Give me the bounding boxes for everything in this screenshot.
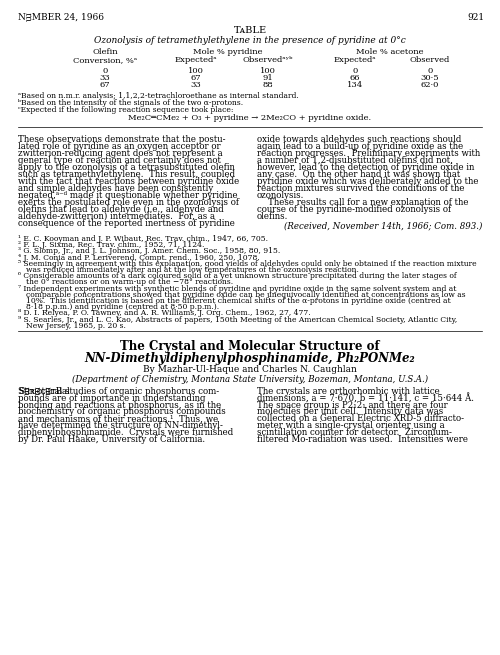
Text: 67: 67 <box>190 74 202 82</box>
Text: 88: 88 <box>262 81 274 89</box>
Text: exerts the postulated role even in the ozonolysis of: exerts the postulated role even in the o… <box>18 198 239 207</box>
Text: Expectedᵃ: Expectedᵃ <box>334 56 376 64</box>
Text: 33: 33 <box>190 81 202 89</box>
Text: Observed: Observed <box>410 56 450 64</box>
Text: SᴟʀᴟᴄᴟᴛBal: SᴟʀᴟᴄᴟᴛBal <box>18 387 70 396</box>
Text: scintillation counter for detector.  Zirconium-: scintillation counter for detector. Zirc… <box>257 428 452 437</box>
Text: molecules per unit cell.  Intensity data was: molecules per unit cell. Intensity data … <box>257 407 444 417</box>
Text: was reduced immediately after and at the low temperatures of the ozonolysis reac: was reduced immediately after and at the… <box>26 266 359 274</box>
Text: bonding and reactions at phosphorus, as in the: bonding and reactions at phosphorus, as … <box>18 401 221 409</box>
Text: pounds are of importance in understanding: pounds are of importance in understandin… <box>18 394 206 403</box>
Text: have determined the structure of NN-dimethyl-: have determined the structure of NN-dime… <box>18 421 223 430</box>
Text: zwitterion-reducing agent does not represent a: zwitterion-reducing agent does not repre… <box>18 149 223 158</box>
Text: (Department of Chemistry, Montana State University, Bozeman, Montana, U.S.A.): (Department of Chemistry, Montana State … <box>72 375 428 384</box>
Text: any case.  On the other hand it was shown that: any case. On the other hand it was shown… <box>257 170 460 179</box>
Text: the 0° reactions or on warm-up of the −78° reactions.: the 0° reactions or on warm-up of the −7… <box>26 278 233 286</box>
Text: ⁸ D. I. Relyea, P. O. Tawney, and A. R. Williams, J. Org. Chem., 1962, 27, 477.: ⁸ D. I. Relyea, P. O. Tawney, and A. R. … <box>18 309 310 318</box>
Text: The crystals are orthorhombic with lattice: The crystals are orthorhombic with latti… <box>257 387 440 396</box>
Text: ᶜExpected if the following reaction sequence took place:: ᶜExpected if the following reaction sequ… <box>18 106 234 114</box>
Text: TᴀBLE: TᴀBLE <box>234 26 266 35</box>
Text: 33: 33 <box>100 74 110 82</box>
Text: general type of reaction and certainly does not: general type of reaction and certainly d… <box>18 156 221 165</box>
Text: These observations demonstrate that the postu-: These observations demonstrate that the … <box>18 135 226 144</box>
Text: reaction mixtures survived the conditions of the: reaction mixtures survived the condition… <box>257 184 464 193</box>
Text: 66: 66 <box>350 74 360 82</box>
Text: comparable concentrations showed that pyridine oxide can be unequivocally identi: comparable concentrations showed that py… <box>26 291 466 299</box>
Text: consequence of the reported inertness of pyridine: consequence of the reported inertness of… <box>18 219 235 228</box>
Text: a number of 1,2-disubstituted olefins did not,: a number of 1,2-disubstituted olefins di… <box>257 156 453 165</box>
Text: Expectedᵃ: Expectedᵃ <box>174 56 218 64</box>
Text: New Jersey, 1965, p. 20 s.: New Jersey, 1965, p. 20 s. <box>26 322 126 330</box>
Text: pyridine oxide which was deliberately added to the: pyridine oxide which was deliberately ad… <box>257 177 478 186</box>
Text: ⁷ Independent experiments with synthetic blends of pyridine and pyridine oxide i: ⁷ Independent experiments with synthetic… <box>18 285 456 293</box>
Text: 0: 0 <box>352 67 358 75</box>
Text: NN-Dimethyldiphenylphosphinamide, Ph₂PONMe₂: NN-Dimethyldiphenylphosphinamide, Ph₂PON… <box>84 352 415 365</box>
Text: (Received, November 14th, 1966; Com. 893.): (Received, November 14th, 1966; Com. 893… <box>284 221 482 230</box>
Text: by Dr. Paul Haake, University of California.: by Dr. Paul Haake, University of Califor… <box>18 435 205 443</box>
Text: 67: 67 <box>100 81 110 89</box>
Text: Observedᵃʸᵇ: Observedᵃʸᵇ <box>243 56 293 64</box>
Text: ᵃBased on n.m.r. analysis; 1,1,2,2-tetrachloroethane as internal standard.: ᵃBased on n.m.r. analysis; 1,1,2,2-tetra… <box>18 92 299 100</box>
Text: ¹ E. C. Kooyman and J. P. Wibaut, Rec. Trav. chim., 1947, 66, 705.: ¹ E. C. Kooyman and J. P. Wibaut, Rec. T… <box>18 235 268 243</box>
Text: The space group is P2₁2₁ and there are four: The space group is P2₁2₁ and there are f… <box>257 401 448 409</box>
Text: Ozonolysis of tetramethylethylene in the presence of pyridine at 0°c: Ozonolysis of tetramethylethylene in the… <box>94 36 406 45</box>
Text: ² F. L. J. Sixma, Rec. Trav. chim., 1952, 71, 1124.: ² F. L. J. Sixma, Rec. Trav. chim., 1952… <box>18 241 204 249</box>
Text: biochemistry of organic phosphorus compounds: biochemistry of organic phosphorus compo… <box>18 407 226 417</box>
Text: apply to the ozonolysis of a tetrasubstituted olefin: apply to the ozonolysis of a tetrasubsti… <box>18 163 235 172</box>
Text: These results call for a new explanation of the: These results call for a new explanation… <box>257 198 468 207</box>
Text: and mechanisms of their reactions.¹  Thus, we: and mechanisms of their reactions.¹ Thus… <box>18 414 218 423</box>
Text: ⁵ Seemingly in agreement with this explanation, good yields of aldehydes could o: ⁵ Seemingly in agreement with this expla… <box>18 260 476 268</box>
Text: oxide towards aldehydes such reactions should: oxide towards aldehydes such reactions s… <box>257 135 462 144</box>
Text: lated role of pyridine as an oxygen acceptor or: lated role of pyridine as an oxygen acce… <box>18 142 220 151</box>
Text: Structural studies of organic phosphorus com-: Structural studies of organic phosphorus… <box>18 387 219 396</box>
Text: 0: 0 <box>102 67 108 75</box>
Text: 30·5: 30·5 <box>420 74 440 82</box>
Text: ⁹ S. Searles, Jr., and L. C. Kao, Abstracts of papers, 150th Meeting of the Amer: ⁹ S. Searles, Jr., and L. C. Kao, Abstra… <box>18 316 457 324</box>
Text: 91: 91 <box>262 74 274 82</box>
Text: The Crystal and Molecular Structure of: The Crystal and Molecular Structure of <box>120 340 380 353</box>
Text: reaction progresses.  Preliminary experiments with: reaction progresses. Preliminary experim… <box>257 149 480 158</box>
Text: ³ G. Slomp, Jr., and J. L. Johnson, J. Amer. Chem. Soc., 1958, 80, 915.: ³ G. Slomp, Jr., and J. L. Johnson, J. A… <box>18 248 280 255</box>
Text: ozonolysis.: ozonolysis. <box>257 191 304 200</box>
Text: meter with a single-crystal orienter using a: meter with a single-crystal orienter usi… <box>257 421 444 430</box>
Text: Olefin: Olefin <box>92 48 118 56</box>
Text: aldehyde-zwitterion) intermediates.  For, as a: aldehyde-zwitterion) intermediates. For,… <box>18 212 215 221</box>
Text: NᴟMBER 24, 1966: NᴟMBER 24, 1966 <box>18 13 104 22</box>
Text: 8·18 p.p.m.) and pyridine (centred at 8·50 p.p.m.).: 8·18 p.p.m.) and pyridine (centred at 8·… <box>26 303 219 311</box>
Text: 134: 134 <box>347 81 363 89</box>
Text: diphenylphosphinamide.  Crystals were furnished: diphenylphosphinamide. Crystals were fur… <box>18 428 233 437</box>
Text: Mole % pyridine: Mole % pyridine <box>193 48 263 56</box>
Text: Me₂C═CMe₂ + O₃ + pyridine → 2Me₂CO + pyridine oxide.: Me₂C═CMe₂ + O₃ + pyridine → 2Me₂CO + pyr… <box>128 114 372 122</box>
Text: however, lead to the detection of pyridine oxide in: however, lead to the detection of pyridi… <box>257 163 474 172</box>
Text: ᵇBased on the intensity of the signals of the two α-protons.: ᵇBased on the intensity of the signals o… <box>18 99 243 107</box>
Text: negated,ᵃ⁻ᵈ made it questionable whether pyridine: negated,ᵃ⁻ᵈ made it questionable whether… <box>18 191 238 200</box>
Text: Mole % acetone: Mole % acetone <box>356 48 424 56</box>
Text: ⁴ J. M. Conia and P. Leriverend, Compt. rend., 1960, 250, 1078.: ⁴ J. M. Conia and P. Leriverend, Compt. … <box>18 253 260 261</box>
Text: such as tetramethylethylene.  This result, coupled: such as tetramethylethylene. This result… <box>18 170 235 179</box>
Text: dimensions, a = 7·670, b = 11·141, c = 15·644 Å.: dimensions, a = 7·670, b = 11·141, c = 1… <box>257 394 474 404</box>
Text: with the fact that reactions between pyridine oxide: with the fact that reactions between pyr… <box>18 177 240 186</box>
Text: ⁶ Considerable amounts of a dark coloured solid of a yet unknown structure preci: ⁶ Considerable amounts of a dark coloure… <box>18 272 456 280</box>
Text: By Mazhar-Ul-Haque and Charles N. Caughlan: By Mazhar-Ul-Haque and Charles N. Caughl… <box>143 365 357 374</box>
Text: and simple aldehydes have been consistently: and simple aldehydes have been consisten… <box>18 184 213 193</box>
Text: 0: 0 <box>428 67 432 75</box>
Text: 100: 100 <box>260 67 276 75</box>
Text: course of the pyridine-modified ozonolysis of: course of the pyridine-modified ozonolys… <box>257 205 451 214</box>
Text: olefins.: olefins. <box>257 212 288 221</box>
Text: collected on a General Electric XRD-5 diffracto-: collected on a General Electric XRD-5 di… <box>257 414 464 423</box>
Text: 921: 921 <box>467 13 484 22</box>
Text: 100: 100 <box>188 67 204 75</box>
Text: 10%.  This identification is based on the different chemical shifts of the α-pro: 10%. This identification is based on the… <box>26 297 450 305</box>
Text: olefins that lead to aldehyde (i.e., aldehyde and: olefins that lead to aldehyde (i.e., ald… <box>18 205 224 214</box>
Text: filtered Mo-radiation was used.  Intensities were: filtered Mo-radiation was used. Intensit… <box>257 435 468 443</box>
Text: Conversion, %ᵃ: Conversion, %ᵃ <box>73 56 137 64</box>
Text: 62·0: 62·0 <box>421 81 439 89</box>
Text: again lead to a build-up of pyridine oxide as the: again lead to a build-up of pyridine oxi… <box>257 142 463 151</box>
